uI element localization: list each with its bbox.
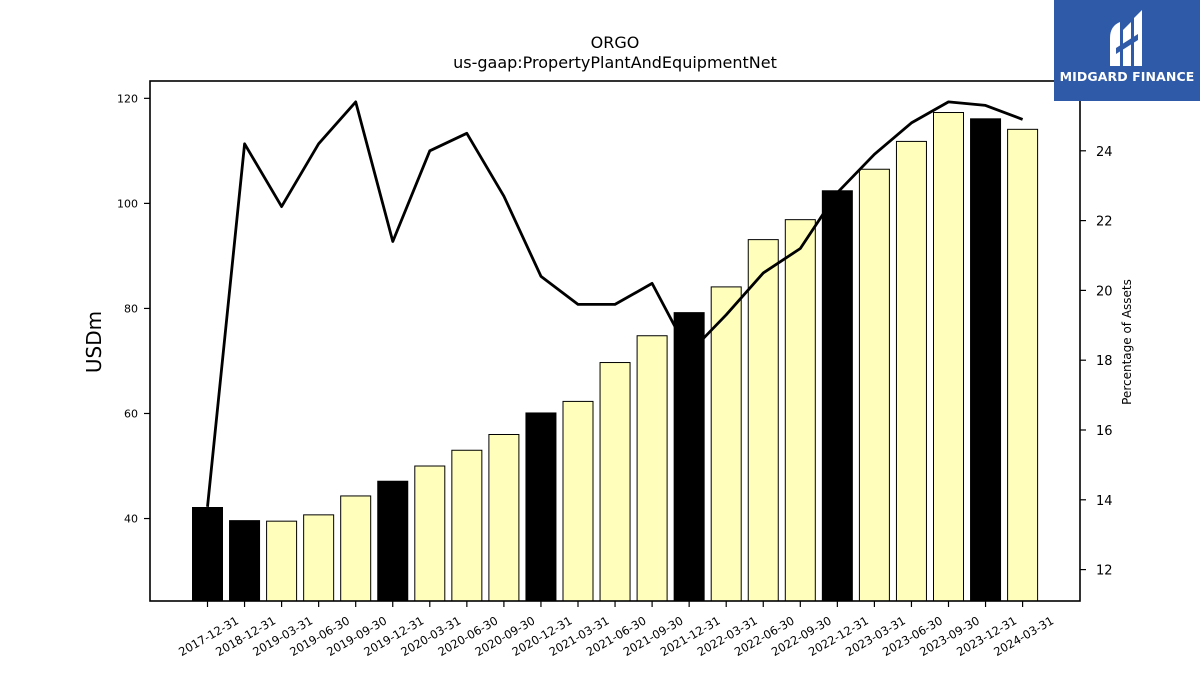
y-tick-label: 80 bbox=[124, 302, 138, 315]
bar-2023-03-31 bbox=[858, 168, 890, 602]
ticks-group: 406080100120121416182022242017-12-312018… bbox=[117, 92, 1113, 659]
bar-2018-12-31 bbox=[229, 520, 261, 602]
bar-2019-06-30 bbox=[303, 514, 335, 602]
y-tick-label: 40 bbox=[124, 513, 138, 526]
midgard-finance-logo: MIDGARD FINANCE bbox=[1054, 0, 1200, 101]
bar-2022-06-30 bbox=[747, 239, 779, 602]
bar-2020-03-31 bbox=[414, 465, 446, 602]
y2-tick-label: 24 bbox=[1096, 145, 1113, 160]
y-axis-label: USDm bbox=[82, 311, 106, 373]
y-tick-label: 120 bbox=[117, 92, 138, 105]
bar-2022-03-31 bbox=[710, 286, 742, 602]
y2-tick-label: 16 bbox=[1096, 424, 1113, 439]
logo-mark-icon bbox=[1110, 10, 1142, 66]
bar-2023-09-30 bbox=[933, 112, 964, 602]
bar-2022-12-31 bbox=[821, 190, 853, 602]
y-tick-label: 100 bbox=[117, 197, 138, 210]
bar-2021-12-31 bbox=[673, 312, 705, 602]
bar-2024-03-31 bbox=[1007, 128, 1039, 602]
bar-2020-12-31 bbox=[525, 412, 557, 602]
bar-2021-06-30 bbox=[599, 362, 631, 602]
y2-tick-label: 12 bbox=[1096, 564, 1113, 579]
chart-subtitle: us-gaap:PropertyPlantAndEquipmentNet bbox=[453, 53, 777, 72]
bar-2017-12-31 bbox=[192, 507, 223, 602]
bar-2023-12-31 bbox=[970, 118, 1002, 602]
bar-2020-06-30 bbox=[451, 449, 483, 602]
bar-2020-09-30 bbox=[488, 433, 520, 602]
bar-2022-09-30 bbox=[784, 219, 816, 602]
y-tick-label: 60 bbox=[124, 407, 138, 420]
bar-2019-12-31 bbox=[377, 480, 409, 602]
bar-2021-03-31 bbox=[562, 400, 594, 602]
bars-group bbox=[192, 112, 1039, 602]
y2-tick-label: 20 bbox=[1096, 284, 1113, 299]
chart-title: ORGO bbox=[591, 33, 640, 52]
line-group bbox=[206, 100, 1024, 507]
y2-tick-label: 18 bbox=[1096, 354, 1113, 369]
bar-2019-03-31 bbox=[266, 520, 298, 602]
bar-2019-09-30 bbox=[340, 495, 372, 602]
bar-2021-09-30 bbox=[636, 335, 668, 602]
y2-tick-label: 22 bbox=[1096, 215, 1113, 230]
y2-axis-label: Percentage of Assets bbox=[1120, 279, 1134, 405]
percentage-line bbox=[206, 100, 1024, 507]
y2-tick-label: 14 bbox=[1096, 494, 1113, 509]
logo-text: MIDGARD FINANCE bbox=[1059, 69, 1195, 84]
bar-2023-06-30 bbox=[895, 140, 927, 602]
